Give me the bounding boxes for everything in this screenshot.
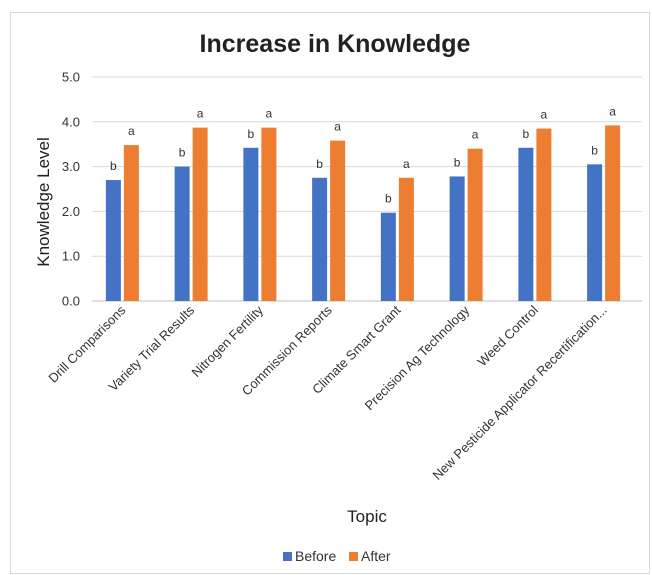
bar-after-4: [330, 140, 346, 301]
gridlines: [92, 76, 642, 302]
y-tick-label: 5.0: [62, 70, 80, 85]
chart-title: Increase in Knowledge: [200, 30, 471, 58]
bar-after-6: [467, 148, 483, 301]
significance-label: a: [334, 120, 341, 134]
x-category-label: Nitrogen Fertility: [188, 302, 266, 380]
significance-label: a: [609, 104, 616, 118]
bar-after-5: [398, 177, 414, 301]
bar-before-2: [174, 166, 190, 301]
bar-after-3: [261, 127, 277, 302]
significance-label: a: [266, 107, 273, 121]
significance-label: b: [385, 192, 392, 206]
y-tick-label: 1.0: [62, 249, 80, 264]
y-tick-label: 0.0: [62, 294, 80, 309]
x-category-label: Weed Control: [474, 302, 541, 369]
bar-after-8: [605, 125, 621, 301]
significance-label: a: [128, 124, 135, 138]
bar-before-1: [105, 180, 121, 301]
bars: [105, 125, 621, 302]
legend-label-after: After: [361, 548, 391, 564]
y-axis-ticks: 0.0 1.0 2.0 3.0 4.0 5.0: [62, 70, 80, 309]
legend-label-before: Before: [295, 548, 336, 564]
significance-label: b: [316, 157, 323, 171]
significance-label: a: [197, 107, 204, 121]
y-tick-label: 3.0: [62, 159, 80, 174]
bar-before-7: [518, 147, 534, 301]
significance-label: b: [454, 155, 461, 169]
bar-before-3: [243, 147, 259, 301]
y-tick-label: 4.0: [62, 114, 80, 129]
legend: Before After: [283, 548, 391, 564]
bar-before-6: [449, 176, 465, 301]
bar-before-5: [380, 212, 396, 301]
significance-label: a: [541, 108, 548, 122]
bar-before-4: [312, 177, 328, 301]
x-axis-title: Topic: [347, 507, 387, 526]
bar-before-8: [587, 164, 603, 301]
legend-swatch-before: [283, 552, 292, 561]
bar-after-7: [536, 128, 552, 301]
legend-swatch-after: [349, 552, 358, 561]
significance-label: b: [179, 146, 186, 160]
y-axis-title: Knowledge Level: [34, 137, 53, 266]
y-tick-label: 2.0: [62, 204, 80, 219]
significance-label: b: [523, 127, 530, 141]
significance-label: b: [110, 159, 117, 173]
bar-after-1: [123, 145, 139, 301]
significance-label: b: [591, 143, 598, 157]
significance-label: b: [248, 127, 255, 141]
significance-label: a: [403, 157, 410, 171]
significance-label: a: [472, 128, 479, 142]
bar-after-2: [192, 127, 208, 302]
